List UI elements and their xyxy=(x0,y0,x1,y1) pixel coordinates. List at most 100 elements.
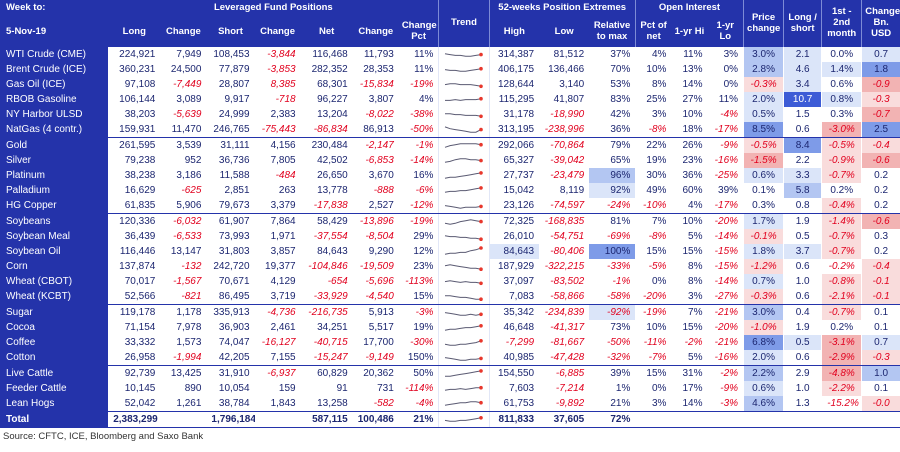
row-label: Corn xyxy=(0,259,109,274)
cell: 13,258 xyxy=(300,396,353,412)
cell: -0.6 xyxy=(861,153,900,168)
cell: 36,736 xyxy=(206,153,255,168)
cell: 6.8% xyxy=(743,335,784,350)
cell: 159 xyxy=(254,381,301,396)
cell: -322,215 xyxy=(539,259,590,274)
cell: 5,913 xyxy=(352,304,399,320)
cell: 1.4% xyxy=(821,62,862,77)
table-row: Soybean Oil 116,446 13,147 31,803 3,857 84,64… xyxy=(0,244,900,259)
cell: 19,377 xyxy=(254,259,301,274)
cell: 116,468 xyxy=(300,47,353,62)
cell: -15% xyxy=(707,244,744,259)
row-label: Soybean Meal xyxy=(0,229,109,244)
cell: -19% xyxy=(635,304,672,320)
cell: -4% xyxy=(398,396,439,412)
cell: 2.5 xyxy=(861,122,900,138)
row-label: Gas Oil (ICE) xyxy=(0,77,109,92)
cell: -80,406 xyxy=(539,244,590,259)
cell: 1.7% xyxy=(743,213,784,229)
cell: 27% xyxy=(671,92,708,107)
cell: -7,449 xyxy=(160,77,207,92)
table-row: Wheat (KCBT) 52,566 -821 86,495 3,719 -33,929… xyxy=(0,289,900,305)
cell: 0% xyxy=(707,62,744,77)
cell: 1,971 xyxy=(254,229,301,244)
cell: -6,533 xyxy=(160,229,207,244)
cell: -3.1% xyxy=(821,335,862,350)
cell: -2% xyxy=(671,335,708,350)
cell: -0.2% xyxy=(821,259,862,274)
cell: 5% xyxy=(671,229,708,244)
cell: 38,784 xyxy=(206,396,255,412)
cell: 35,342 xyxy=(489,304,540,320)
table-row: RBOB Gasoline 106,144 3,089 9,917 -718 96,227… xyxy=(0,92,900,107)
table-row: Gold 261,595 3,539 31,111 4,156 230,484 -2,147… xyxy=(0,137,900,153)
cell: 4.6% xyxy=(743,396,784,412)
table-row: Coffee 33,332 1,573 74,047 -16,127 -40,715 17,… xyxy=(0,335,900,350)
trend-sparkline xyxy=(438,183,490,198)
cell: -8,504 xyxy=(352,229,399,244)
cell: 4,156 xyxy=(254,137,301,153)
cell: 84,643 xyxy=(489,244,540,259)
cell: 3.0% xyxy=(743,304,784,320)
cell: 3.4 xyxy=(783,77,822,92)
cell: 2.1 xyxy=(783,47,822,62)
cell: 3% xyxy=(671,289,708,305)
cell: 40,985 xyxy=(489,350,540,366)
row-label: NY Harbor ULSD xyxy=(0,107,109,122)
cell: 242,720 xyxy=(206,259,255,274)
cell: 0.6% xyxy=(821,77,862,92)
cell: 0.6 xyxy=(783,259,822,274)
table-row: HG Copper 61,835 5,906 79,673 3,379 -17,838 2,… xyxy=(0,198,900,214)
cell: 42% xyxy=(589,107,636,122)
cell: 3.0% xyxy=(743,47,784,62)
cell: 37,605 xyxy=(539,411,590,428)
cell: 26% xyxy=(671,137,708,153)
cell: -821 xyxy=(160,289,207,305)
cell: -1% xyxy=(589,274,636,289)
cell: 23% xyxy=(398,259,439,274)
row-label: Live Cattle xyxy=(0,365,109,381)
cell: 3% xyxy=(707,47,744,62)
cell: 11,470 xyxy=(160,122,207,138)
cell: 79,238 xyxy=(108,153,161,168)
cell: 811,833 xyxy=(489,411,540,428)
cell: 72% xyxy=(589,411,636,428)
cell: 36% xyxy=(589,122,636,138)
cell: -6,032 xyxy=(160,213,207,229)
table-row: Sugar 119,178 1,178 335,913 -4,736 -216,735 5,… xyxy=(0,304,900,320)
cell: -3.0% xyxy=(821,122,862,138)
cell: 187,929 xyxy=(489,259,540,274)
cell: -3% xyxy=(398,304,439,320)
cell: 313,195 xyxy=(489,122,540,138)
cell: 0.6 xyxy=(783,289,822,305)
cell: -38% xyxy=(398,107,439,122)
cell: -0.6 xyxy=(861,213,900,229)
cell: 0% xyxy=(707,77,744,92)
cell: 15% xyxy=(671,244,708,259)
header-group-extremes: 52-weeks Position Extremes xyxy=(488,0,636,17)
row-label: Lean Hogs xyxy=(0,396,109,412)
cell: 1.8 xyxy=(861,62,900,77)
cell: 2.2 xyxy=(783,153,822,168)
cell: 0.8% xyxy=(821,92,862,107)
cell: 0.1% xyxy=(743,183,784,198)
cell: -0.8% xyxy=(821,274,862,289)
cell: 58,429 xyxy=(300,213,353,229)
cell: 0.6% xyxy=(743,381,784,396)
cell: 5,517 xyxy=(352,320,399,335)
row-label: Gold xyxy=(0,137,109,153)
cell: -1% xyxy=(398,137,439,153)
cell: 136,466 xyxy=(539,62,590,77)
cell: 41,807 xyxy=(539,92,590,107)
cell: -1.5% xyxy=(743,153,784,168)
cell: -0.3% xyxy=(743,289,784,305)
cell: 3% xyxy=(635,396,672,412)
row-label: Brent Crude (ICE) xyxy=(0,62,109,77)
cell: -47,428 xyxy=(539,350,590,366)
cell: -168,835 xyxy=(539,213,590,229)
table-row: Palladium 16,629 -625 2,851 263 13,778 -888 -6%… xyxy=(0,183,900,198)
cell: 16% xyxy=(398,168,439,183)
cell: -17% xyxy=(707,198,744,214)
cell: 31,111 xyxy=(206,137,255,153)
cell: -20% xyxy=(635,289,672,305)
